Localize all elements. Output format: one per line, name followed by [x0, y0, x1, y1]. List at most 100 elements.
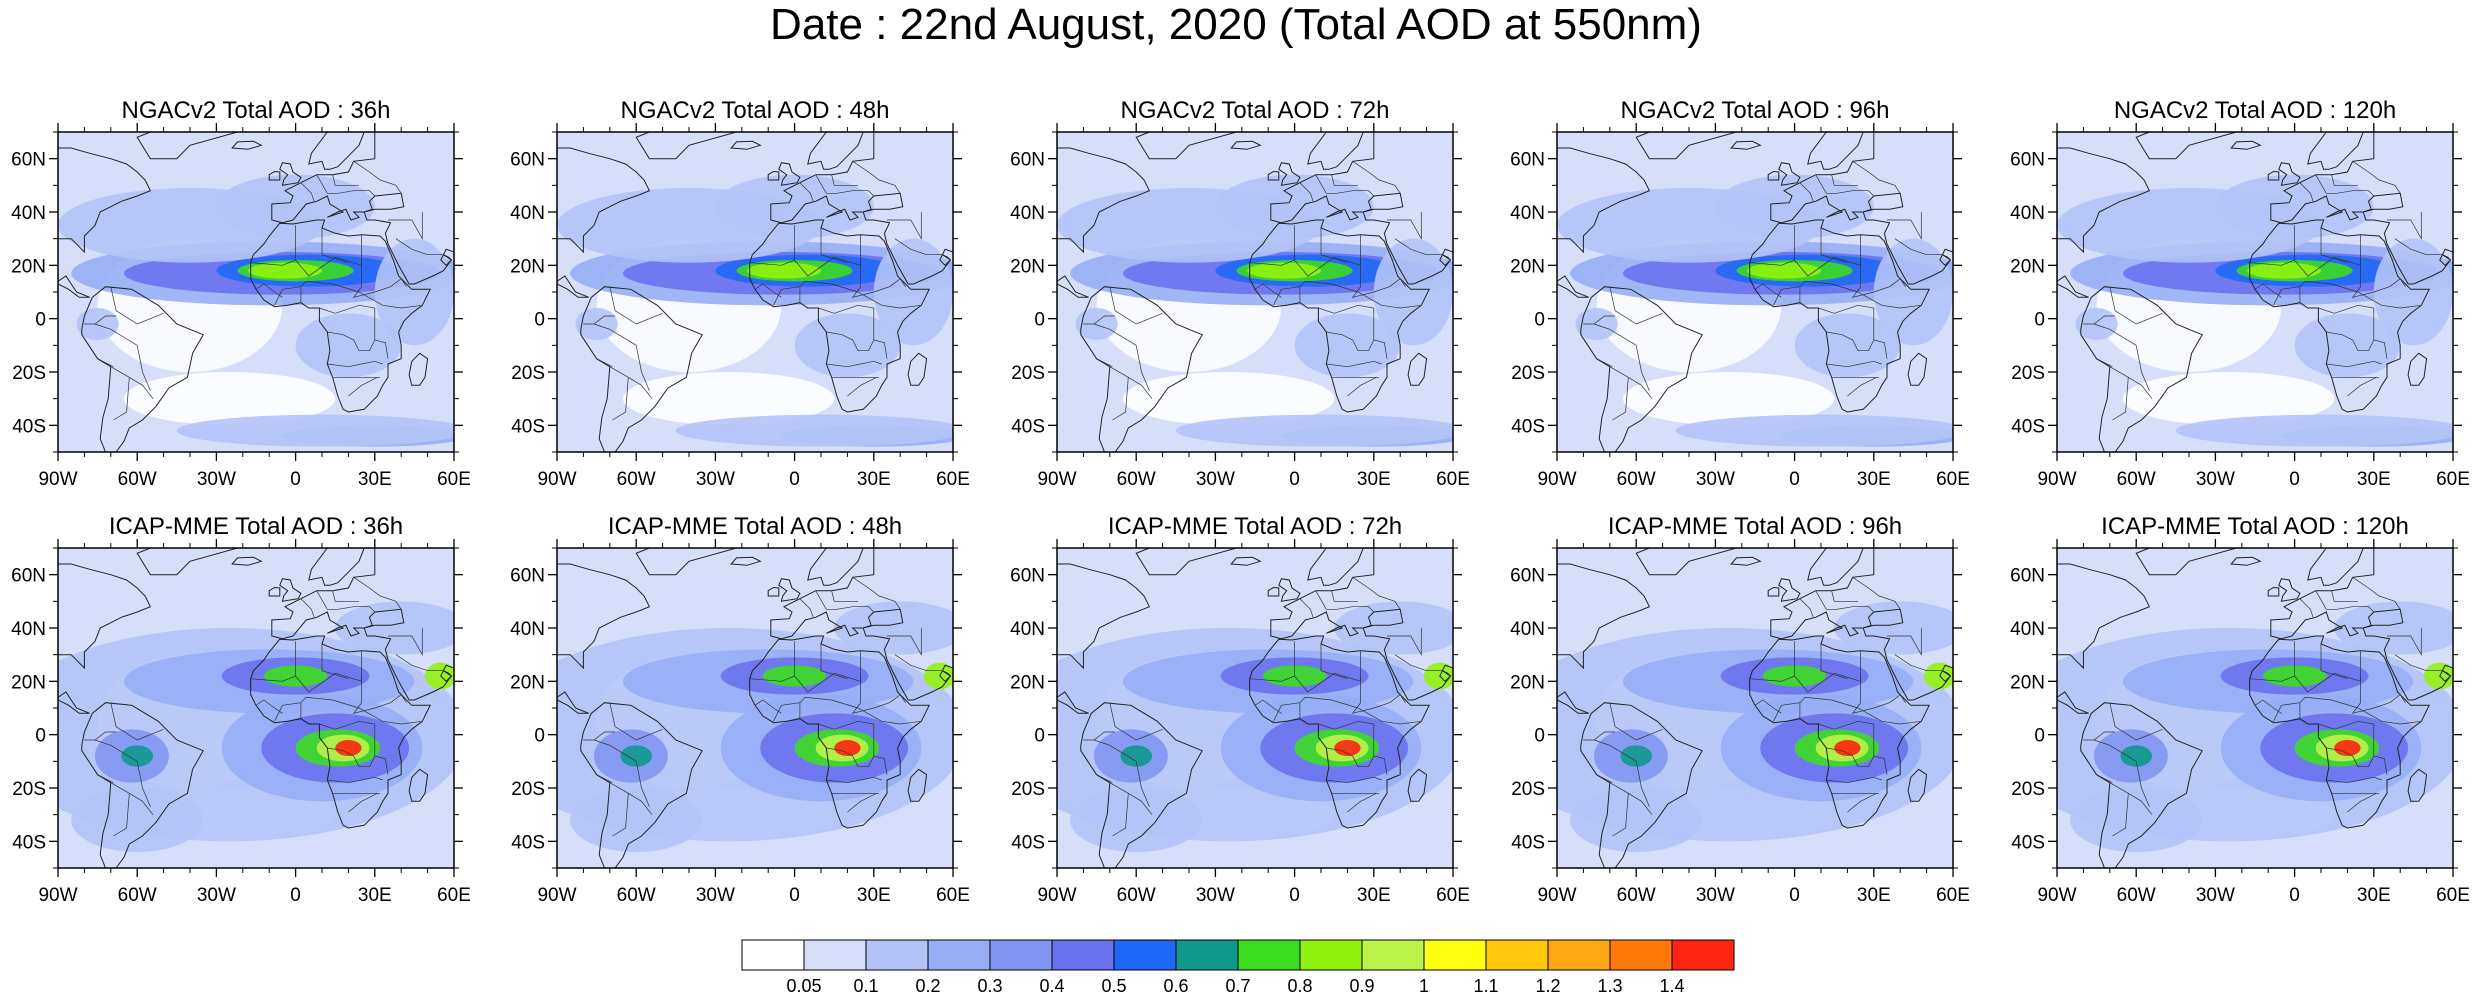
coastline-sriLanka	[1439, 670, 1452, 683]
lat-tick-label: 20N	[1510, 672, 1545, 693]
country-border	[390, 278, 407, 287]
country-border	[1852, 577, 1901, 610]
lat-tick-label: 0	[35, 310, 46, 331]
country-border	[593, 323, 650, 391]
coastline-scandinavia	[1307, 548, 1364, 586]
country-border	[97, 774, 114, 784]
colorbar-swatch	[741, 939, 805, 971]
lon-tick-label: 0	[290, 469, 301, 490]
country-border	[352, 676, 391, 714]
country-border	[2347, 376, 2377, 397]
coastline-greenland	[635, 548, 737, 576]
country-border	[2254, 699, 2282, 714]
coastline-northAmerica	[58, 147, 152, 254]
lat-tick-label: 40N	[2010, 203, 2045, 224]
coastline-africa	[2249, 635, 2431, 829]
coastline-southAmerica	[2080, 286, 2203, 452]
lon-tick-label: 30W	[1196, 469, 1235, 490]
country-border	[1083, 731, 1116, 741]
coastline-britain	[1278, 578, 1301, 602]
country-border	[1351, 260, 1390, 298]
country-border	[2254, 283, 2282, 298]
coastline-centralAmerica	[1057, 691, 1089, 714]
lon-tick-label: 30W	[696, 469, 735, 490]
coastline-madagascar	[907, 768, 928, 802]
country-border	[847, 792, 877, 813]
country-border	[826, 776, 882, 784]
coastline-southAmerica	[580, 702, 703, 868]
country-border	[1596, 358, 1613, 368]
country-border	[2083, 731, 2116, 741]
lat-tick-label: 60N	[1010, 150, 1045, 171]
lon-tick-label: 90W	[1037, 885, 1076, 906]
country-border	[97, 358, 114, 368]
aod-blob	[1120, 745, 1153, 767]
coastline-sriLanka	[939, 254, 952, 267]
lon-tick-label: 90W	[1537, 885, 1576, 906]
coastline-iceland	[730, 556, 762, 566]
coastline-africa	[1749, 219, 1931, 413]
lon-tick-label: 60E	[936, 885, 970, 906]
country-border	[1112, 793, 1129, 837]
country-border	[773, 696, 922, 725]
country-border	[1096, 358, 1113, 368]
country-border	[2273, 696, 2422, 725]
aod-blob	[176, 414, 454, 447]
country-border	[1299, 598, 1314, 618]
coastline-southAmerica	[1580, 702, 1703, 868]
coastline-southAmerica	[1580, 286, 1703, 452]
coastline-sriLanka	[939, 670, 952, 683]
country-border	[1887, 212, 1922, 241]
country-border	[612, 377, 629, 421]
coastline-scandinavia	[2307, 132, 2364, 170]
colorbar-label: 0.5	[1101, 976, 1126, 995]
colorbar-swatch	[1237, 939, 1301, 971]
lat-tick-label: 20N	[1510, 256, 1545, 277]
map-panel-ngacv2-36h: NGACv2 Total AOD : 36h 90W 60W 30W 0 30E 60E 60…	[11, 97, 471, 490]
country-border	[2331, 174, 2358, 186]
coastline-centralAmerica	[1057, 275, 1089, 298]
panel-title: ICAP-MME Total AOD : 72h	[1108, 513, 1402, 540]
coastline-centralAmerica	[557, 691, 589, 714]
aod-blob	[121, 745, 154, 767]
coastline-eurasia	[1270, 548, 1453, 701]
coastline-northAmerica	[2057, 147, 2151, 254]
panel-title: NGACv2 Total AOD : 120h	[2114, 97, 2396, 124]
coastline-scandinavia	[308, 548, 365, 586]
aod-blob	[335, 601, 454, 655]
country-border	[1299, 182, 1314, 202]
lat-tick-label: 40N	[1010, 619, 1045, 640]
country-border	[1583, 731, 1616, 741]
lon-tick-label: 30E	[1357, 885, 1391, 906]
country-border	[1851, 260, 1890, 298]
country-border	[1889, 278, 1906, 287]
lon-tick-label: 90W	[2037, 885, 2076, 906]
country-border	[94, 323, 151, 391]
colorbar-label: 0.1	[853, 976, 878, 995]
coastline-ireland	[2267, 586, 2280, 597]
coastline-scandinavia	[1307, 132, 1364, 170]
country-border	[831, 174, 858, 186]
coastline-eurasia	[770, 132, 953, 285]
panel-title: NGACv2 Total AOD : 48h	[620, 97, 889, 124]
lat-tick-label: 0	[534, 310, 545, 331]
lat-tick-label: 20S	[2011, 779, 2045, 800]
country-border	[319, 720, 389, 775]
lon-tick-label: 60E	[1936, 469, 1970, 490]
coastline-scandinavia	[807, 132, 864, 170]
coastline-northAmerica	[557, 563, 651, 670]
aod-blob	[2334, 740, 2361, 756]
country-border	[1326, 747, 1375, 768]
lon-tick-label: 0	[290, 885, 301, 906]
colorbar-swatch	[1299, 939, 1363, 971]
lon-tick-label: 0	[2289, 885, 2300, 906]
country-border	[1326, 331, 1375, 352]
aod-blob	[2215, 174, 2374, 239]
country-border	[609, 286, 663, 325]
colorbar-swatch	[865, 939, 929, 971]
coastline-ireland	[767, 170, 780, 181]
lon-tick-label: 60W	[2117, 885, 2156, 906]
country-border	[395, 654, 444, 672]
coastline-southAmerica	[81, 286, 204, 452]
country-border	[1852, 161, 1901, 194]
